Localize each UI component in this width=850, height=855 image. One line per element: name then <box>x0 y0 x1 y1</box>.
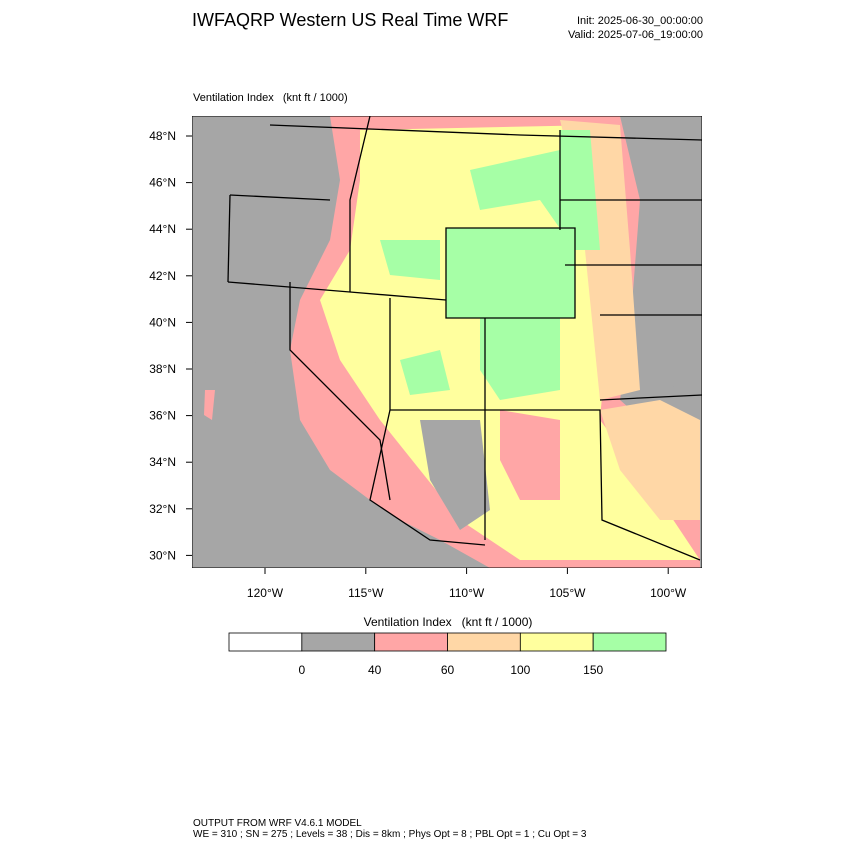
lat-label: 42°N <box>149 269 176 283</box>
lon-label: 105°W <box>549 586 586 600</box>
lon-label: 115°W <box>348 586 384 600</box>
footer-line: WE = 310 ; SN = 275 ; Levels = 38 ; Dis … <box>193 829 587 840</box>
map: 48°N 46°N 44°N 42°N 40°N 38°N 36°N 34°N 32°N 30°N… <box>149 116 702 600</box>
colorbar-box <box>228 632 303 652</box>
colorbar-label: 150 <box>583 663 603 677</box>
colorbar-label: 100 <box>510 663 530 677</box>
colorbar-box <box>374 632 448 652</box>
lat-label: 38°N <box>149 362 176 376</box>
init-time: Init: 2025-06-30_00:00:00 <box>577 15 703 27</box>
lat-label: 40°N <box>149 315 176 329</box>
lat-label: 30°N <box>149 548 176 562</box>
colorbar-box <box>301 632 376 652</box>
colorbar-label: 60 <box>441 663 455 677</box>
colorbar: 0 40 60 100 150 <box>228 632 667 677</box>
map-title: Ventilation Index (knt ft / 1000) <box>193 92 348 104</box>
valid-time: Valid: 2025-07-06_19:00:00 <box>568 29 703 41</box>
lon-label: 110°W <box>449 586 485 600</box>
lat-label: 36°N <box>149 409 176 423</box>
colorbar-label: 0 <box>298 663 305 677</box>
lat-label: 48°N <box>149 129 176 143</box>
colorbar-box <box>592 632 667 652</box>
main-title: IWFAQRP Western US Real Time WRF <box>192 10 508 30</box>
lat-label: 34°N <box>149 455 176 469</box>
colorbar-box <box>447 632 521 652</box>
footer-line: OUTPUT FROM WRF V4.6.1 MODEL <box>193 818 362 829</box>
lat-label: 32°N <box>149 502 176 516</box>
lon-label: 100°W <box>650 586 687 600</box>
colorbar-title: Ventilation Index (knt ft / 1000) <box>364 615 533 629</box>
lon-label: 120°W <box>247 586 284 600</box>
colorbar-label: 40 <box>368 663 382 677</box>
lat-label: 44°N <box>149 222 176 236</box>
lat-label: 46°N <box>149 176 176 190</box>
colorbar-box <box>519 632 594 652</box>
